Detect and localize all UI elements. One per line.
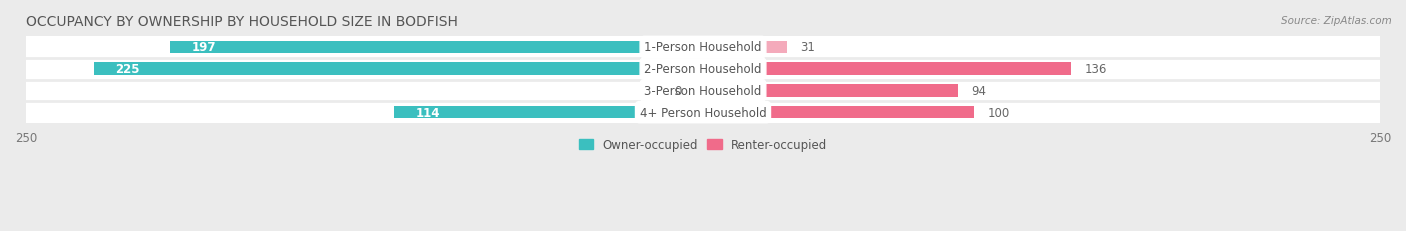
Bar [703,85,957,97]
Bar [27,37,1379,59]
Bar [170,42,703,54]
Bar [703,42,787,54]
Bar [27,80,1379,102]
Bar [27,59,1379,80]
Text: 1-Person Household: 1-Person Household [644,41,762,54]
Text: 100: 100 [987,106,1010,119]
Legend: Owner-occupied, Renter-occupied: Owner-occupied, Renter-occupied [574,134,832,156]
Text: 3-Person Household: 3-Person Household [644,85,762,97]
Text: 2-Person Household: 2-Person Household [644,63,762,76]
Text: Source: ZipAtlas.com: Source: ZipAtlas.com [1281,16,1392,26]
Bar [695,85,703,97]
Text: 197: 197 [191,41,215,54]
Text: 136: 136 [1085,63,1107,76]
Bar [27,102,1379,123]
Bar [703,63,1071,76]
Bar [703,106,974,119]
Bar [394,106,703,119]
Text: OCCUPANCY BY OWNERSHIP BY HOUSEHOLD SIZE IN BODFISH: OCCUPANCY BY OWNERSHIP BY HOUSEHOLD SIZE… [27,15,458,29]
Text: 94: 94 [972,85,986,97]
Bar [94,63,703,76]
Text: 225: 225 [115,63,141,76]
Text: 114: 114 [416,106,440,119]
Text: 0: 0 [673,85,682,97]
Text: 31: 31 [800,41,815,54]
Text: 4+ Person Household: 4+ Person Household [640,106,766,119]
